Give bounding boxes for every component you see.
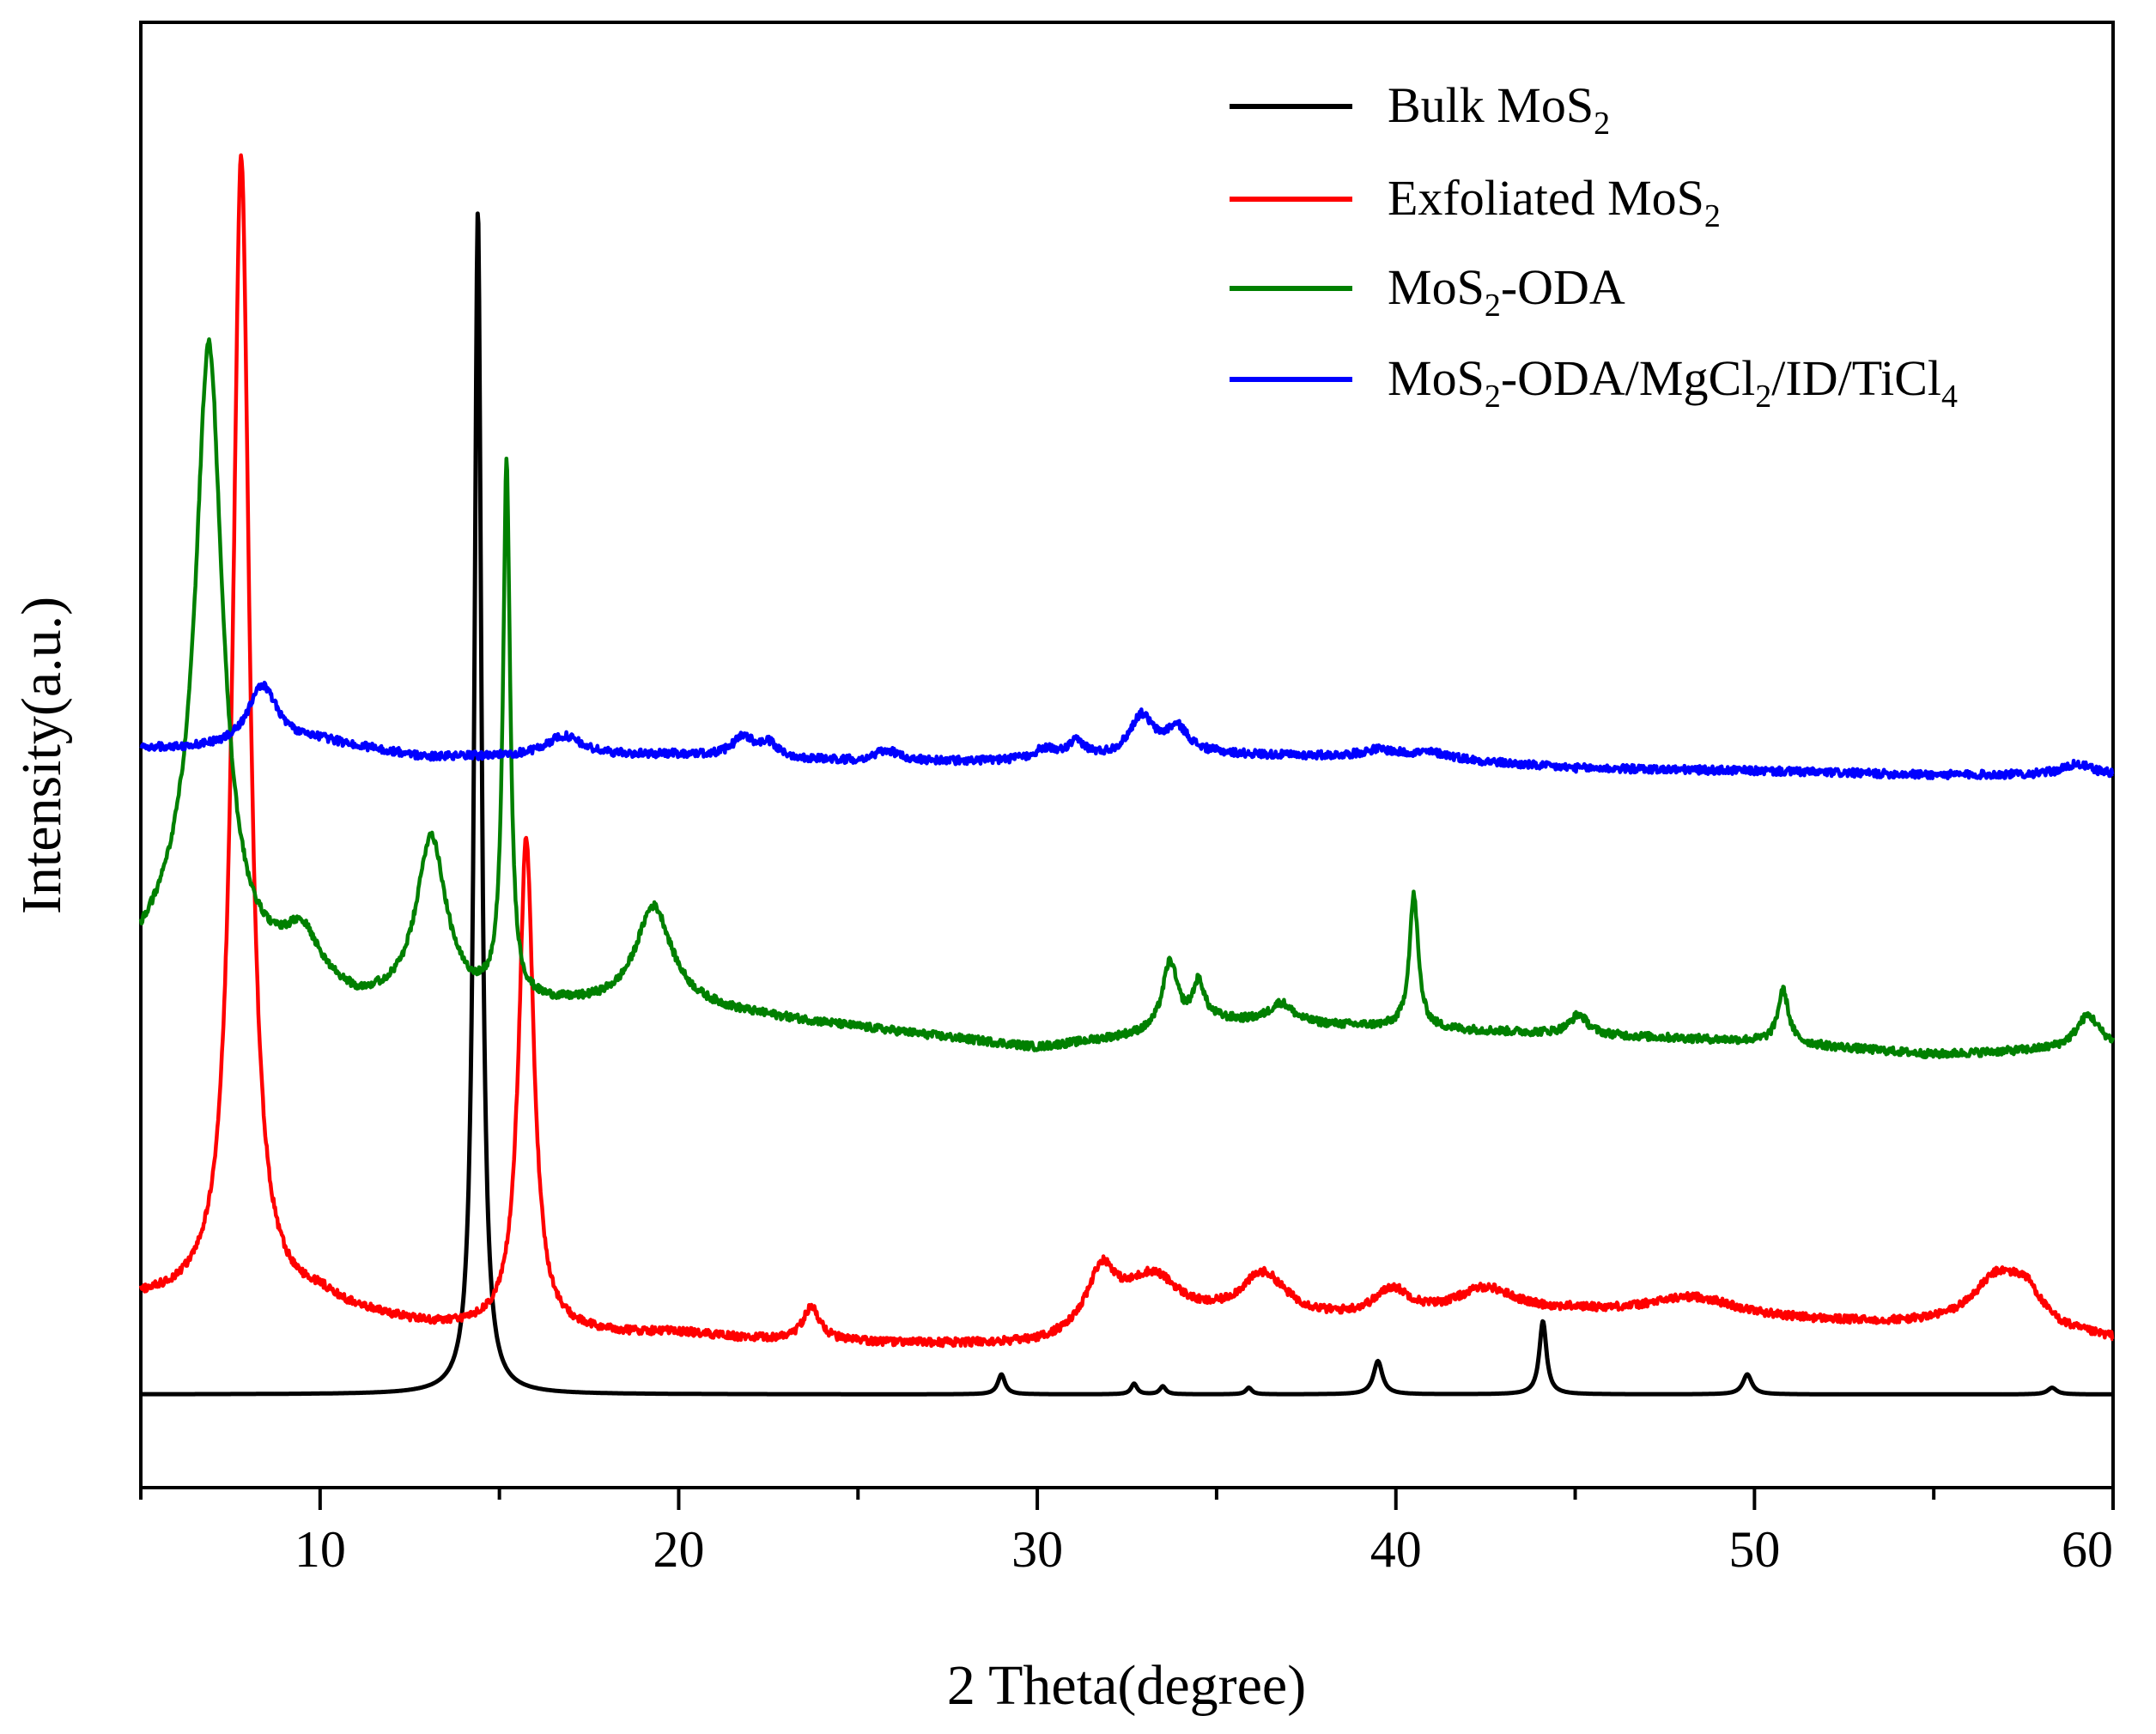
series-line-2 bbox=[138, 153, 2115, 1349]
legend-label-1: Bulk MoS2 bbox=[1388, 77, 1610, 142]
x-tick-label: 20 bbox=[653, 1521, 704, 1578]
legend-label-4: MoS2-ODA/MgCl2/ID/TiCl4 bbox=[1388, 350, 1958, 415]
x-tick-label: 30 bbox=[1011, 1521, 1063, 1578]
x-axis-title: 2 Theta(degree) bbox=[947, 1654, 1306, 1717]
legend-label-2: Exfoliated MoS2 bbox=[1388, 170, 1721, 234]
series-line-4 bbox=[139, 680, 2115, 781]
x-tick-label: 40 bbox=[1370, 1521, 1422, 1578]
x-tick-label: 60 bbox=[2062, 1521, 2113, 1578]
x-tick-label: 10 bbox=[295, 1521, 346, 1578]
legend-label-3: MoS2-ODA bbox=[1388, 259, 1625, 324]
series-line-1 bbox=[139, 211, 2115, 1397]
series-line-3 bbox=[138, 336, 2116, 1060]
y-axis-title: Intensity(a.u.) bbox=[10, 597, 73, 914]
legend: Bulk MoS2 Exfoliated MoS2 MoS2-ODA MoS2-ODA… bbox=[1230, 77, 1958, 415]
x-axis-ticks: 10 20 30 40 50 60 bbox=[139, 1488, 2115, 1578]
x-tick-label: 50 bbox=[1728, 1521, 1780, 1578]
series-layer bbox=[138, 153, 2116, 1397]
plot-frame bbox=[139, 21, 2115, 1489]
